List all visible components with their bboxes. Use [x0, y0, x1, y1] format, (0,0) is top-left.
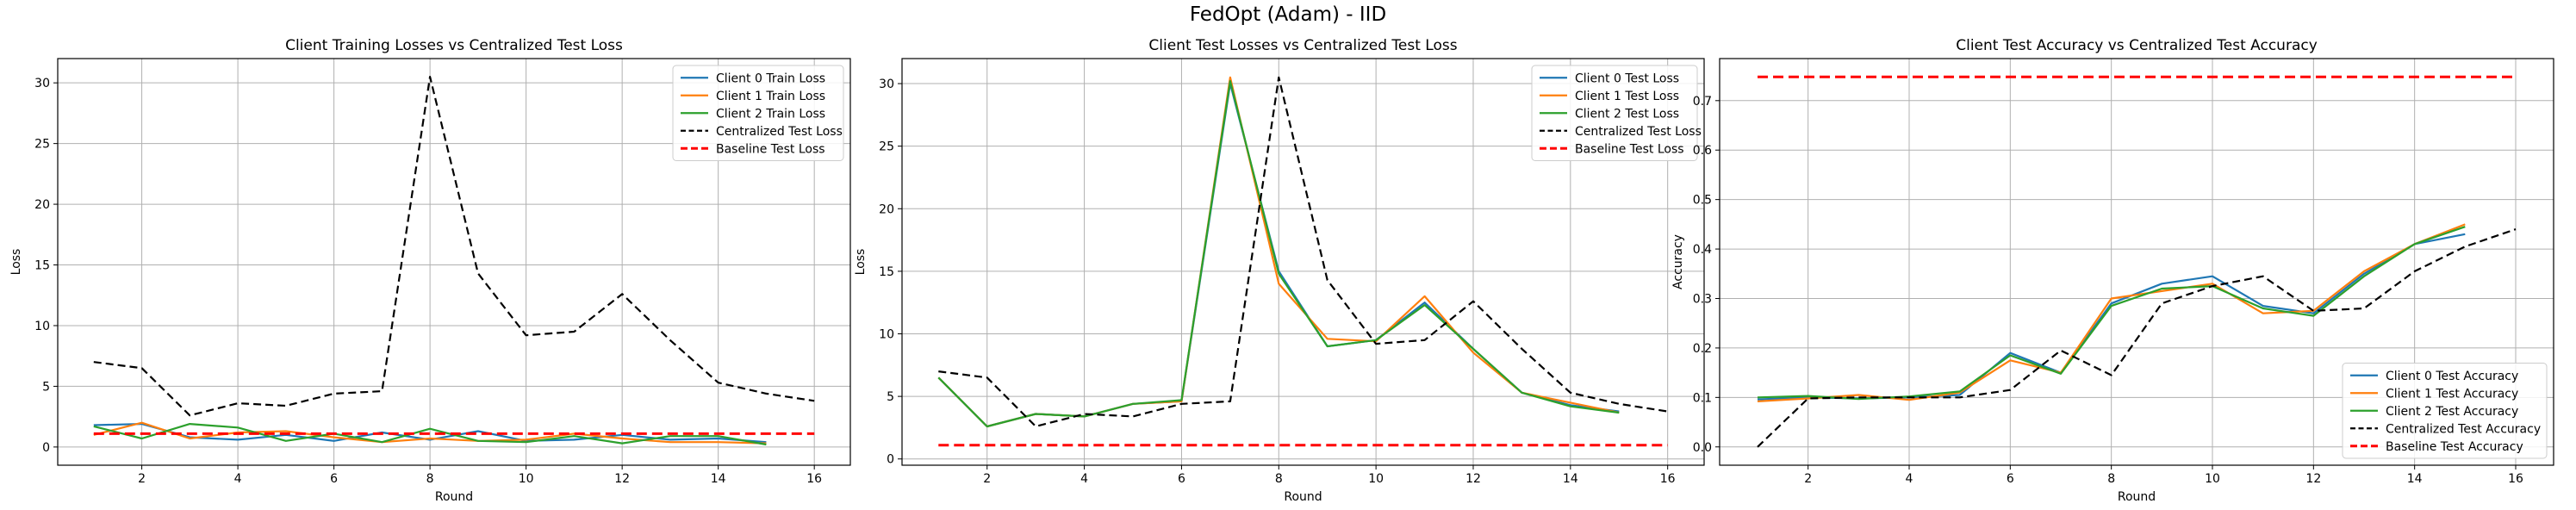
legend-box — [1531, 65, 1698, 161]
chart-title: Client Test Losses vs Centralized Test L… — [1148, 37, 1457, 54]
legend-entry: Baseline Test Loss — [716, 142, 825, 156]
y-tick-label: 0.5 — [1693, 194, 1712, 208]
legend-entry: Client 0 Train Loss — [716, 72, 825, 85]
x-tick-label: 8 — [2107, 472, 2115, 486]
y-tick-label: 0.6 — [1693, 144, 1712, 158]
legend-entry: Client 0 Test Loss — [1575, 72, 1679, 85]
x-tick-label: 4 — [1906, 472, 1913, 486]
x-tick-label: 6 — [1178, 472, 1185, 486]
x-tick-label: 14 — [1563, 472, 1578, 486]
legend-entry: Client 1 Test Loss — [1575, 90, 1679, 103]
x-tick-label: 16 — [2508, 472, 2523, 486]
figure-title: FedOpt (Adam) - IID — [1189, 3, 1387, 26]
legend-entry: Baseline Test Loss — [1575, 142, 1684, 156]
x-tick-label: 6 — [330, 472, 338, 486]
y-tick-label: 0 — [42, 441, 50, 455]
y-tick-label: 0.4 — [1693, 243, 1712, 257]
chart-panel-2: 2 4 6 8 10 12 14 16 0 5 10 15 20 25 30 Client Test Loss… — [854, 37, 1705, 504]
plot-frame — [57, 58, 851, 466]
x-tick-label: 12 — [1465, 472, 1481, 486]
series-line-centralized-test-loss — [93, 75, 815, 417]
legend-entry: Client 2 Train Loss — [716, 107, 825, 121]
y-tick-label: 20 — [879, 202, 894, 216]
x-axis-label: Round — [1284, 490, 1322, 504]
series-line-client-2-test-loss — [937, 79, 1620, 428]
y-axis-label: Loss — [854, 249, 868, 276]
y-tick-label: 20 — [34, 198, 50, 212]
x-tick-label: 6 — [2007, 472, 2014, 486]
plot-frame — [1719, 58, 2554, 466]
x-tick-label: 2 — [1804, 472, 1812, 486]
chart-title: Client Training Losses vs Centralized Te… — [285, 37, 623, 54]
legend-entry: Client 1 Train Loss — [716, 90, 825, 103]
series-line-client-2-train-loss — [93, 423, 767, 446]
x-tick-label: 4 — [1080, 472, 1088, 486]
legend-entry: Client 0 Test Accuracy — [2386, 370, 2518, 383]
y-tick-label: 0 — [887, 453, 894, 467]
y-tick-label: 30 — [34, 77, 50, 90]
x-tick-label: 8 — [426, 472, 434, 486]
y-tick-label: 25 — [879, 140, 894, 154]
y-tick-label: 15 — [879, 265, 894, 279]
x-tick-label: 10 — [519, 472, 534, 486]
x-tick-label: 16 — [806, 472, 822, 486]
x-tick-label: 2 — [983, 472, 991, 486]
x-tick-label: 12 — [614, 472, 630, 486]
legend-entry: Client 1 Test Accuracy — [2386, 387, 2518, 401]
chart-panel-1: 2 4 6 8 10 12 14 16 0 5 10 15 20 25 30 Client Training … — [9, 37, 851, 504]
x-axis-label: Round — [435, 490, 473, 504]
y-tick-label: 5 — [42, 380, 50, 394]
plot-frame — [901, 58, 1705, 466]
y-tick-label: 0.7 — [1693, 95, 1712, 109]
x-tick-label: 4 — [234, 472, 242, 486]
legend-entry: Centralized Test Loss — [1575, 125, 1702, 139]
series-line-client-1-train-loss — [93, 421, 767, 445]
x-tick-label: 8 — [1275, 472, 1283, 486]
legend-box — [672, 65, 844, 161]
x-tick-label: 12 — [2305, 472, 2321, 486]
x-tick-label: 10 — [2205, 472, 2220, 486]
y-tick-label: 0.2 — [1693, 342, 1712, 356]
chart-title: Client Test Accuracy vs Centralized Test… — [1956, 37, 2318, 54]
y-tick-label: 0.0 — [1693, 441, 1712, 455]
x-tick-label: 10 — [1368, 472, 1384, 486]
legend: Client 0 Test Loss Client 1 Test Loss Clie… — [1531, 65, 1702, 161]
y-tick-label: 15 — [34, 259, 50, 273]
legend: Client 0 Test Accuracy Client 1 Test Accu… — [2342, 363, 2548, 459]
y-tick-label: 10 — [879, 328, 894, 342]
legend-entry: Client 2 Test Accuracy — [2386, 405, 2518, 419]
y-axis-label: Loss — [9, 249, 23, 276]
x-tick-label: 16 — [1660, 472, 1676, 486]
legend-entry: Baseline Test Accuracy — [2386, 440, 2523, 454]
x-tick-label: 14 — [711, 472, 726, 486]
x-tick-label: 2 — [138, 472, 146, 486]
y-axis-label: Accuracy — [1671, 234, 1685, 289]
y-tick-label: 25 — [34, 138, 50, 152]
series-line-centralized-test-accuracy — [1757, 228, 2517, 448]
y-tick-label: 5 — [887, 390, 894, 404]
chart-panel-3: 2 4 6 8 10 12 14 16 0.0 0.1 0.2 0.3 0.4 0.5 0.6 0.7 Clie… — [1671, 37, 2554, 504]
legend-box — [2342, 363, 2548, 459]
x-axis-label: Round — [2118, 490, 2156, 504]
y-tick-label: 0.1 — [1693, 391, 1712, 405]
legend-entry: Centralized Test Loss — [716, 125, 843, 139]
y-tick-label: 0.3 — [1693, 292, 1712, 306]
x-tick-label: 14 — [2407, 472, 2423, 486]
y-tick-label: 30 — [879, 78, 894, 91]
legend: Client 0 Train Loss Client 1 Train Loss Cl… — [672, 65, 844, 161]
legend-entry: Centralized Test Accuracy — [2386, 422, 2541, 436]
y-tick-label: 10 — [34, 320, 50, 333]
legend-entry: Client 2 Test Loss — [1575, 107, 1679, 121]
